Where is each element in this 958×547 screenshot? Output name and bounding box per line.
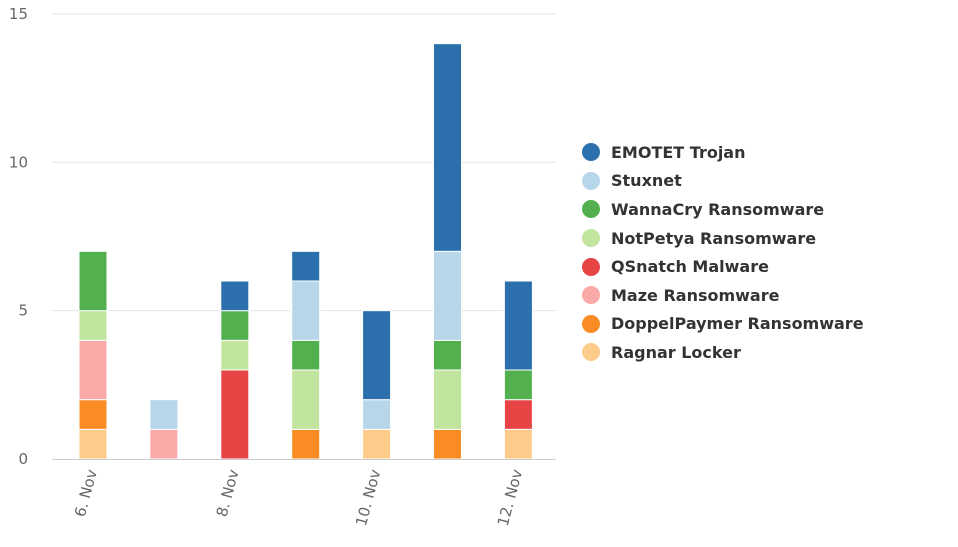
bar-segment-stuxnet[interactable] xyxy=(362,399,392,430)
bar-segment-ragnar-locker[interactable] xyxy=(362,428,392,460)
bar-segment-ragnar-locker[interactable] xyxy=(78,428,108,460)
bar-segment-stuxnet[interactable] xyxy=(433,250,462,341)
bar-segment-qsnatch-malware[interactable] xyxy=(220,369,250,460)
legend-label: Maze Ransomware xyxy=(611,285,780,305)
bar-segment-doppelpaymer-ransomware[interactable] xyxy=(433,428,462,460)
bar-segment-emotet-trojan[interactable] xyxy=(503,280,533,371)
y-tick-label: 10 xyxy=(9,153,28,171)
legend-item[interactable]: EMOTET Trojan xyxy=(582,138,864,167)
y-tick-label: 0 xyxy=(18,450,28,468)
bar-segment-wannacry-ransomware[interactable] xyxy=(220,310,250,341)
legend-marker xyxy=(582,257,600,276)
legend-label: WannaCry Ransomware xyxy=(611,199,825,219)
legend-marker xyxy=(582,200,600,219)
x-tick-label: 12. Nov xyxy=(494,467,526,528)
legend-item[interactable]: Ragnar Locker xyxy=(582,338,864,367)
bar-segment-stuxnet[interactable] xyxy=(291,280,321,341)
x-tick-label: 6. Nov xyxy=(71,467,101,518)
bar-segment-qsnatch-malware[interactable] xyxy=(503,399,533,430)
bar-segment-notpetya-ransomware[interactable] xyxy=(433,369,462,430)
legend-label: QSnatch Malware xyxy=(611,257,769,277)
legend-label: Ragnar Locker xyxy=(611,342,741,362)
legend-item[interactable]: Stuxnet xyxy=(582,167,864,196)
legend-item[interactable]: Maze Ransomware xyxy=(582,281,864,310)
legend-item[interactable]: WannaCry Ransomware xyxy=(582,195,864,224)
legend-item[interactable]: NotPetya Ransomware xyxy=(582,224,864,253)
y-axis-ticks: 0 5 10 15 xyxy=(9,5,28,468)
bar-segment-wannacry-ransomware[interactable] xyxy=(78,250,108,312)
legend-label: NotPetya Ransomware xyxy=(611,228,817,248)
bar-segment-wannacry-ransomware[interactable] xyxy=(503,369,533,401)
legend-marker xyxy=(582,286,600,305)
bar-segment-emotet-trojan[interactable] xyxy=(291,250,321,282)
bar-segment-wannacry-ransomware[interactable] xyxy=(291,339,321,371)
bar-segment-emotet-trojan[interactable] xyxy=(362,310,392,401)
bar-segment-notpetya-ransomware[interactable] xyxy=(220,339,250,371)
bar-segment-doppelpaymer-ransomware[interactable] xyxy=(291,428,321,460)
x-tick-label: 10. Nov xyxy=(352,467,384,528)
legend-marker xyxy=(582,314,600,333)
legend-marker xyxy=(582,229,600,248)
bar-segment-doppelpaymer-ransomware[interactable] xyxy=(78,399,108,430)
legend: EMOTET Trojan Stuxnet WannaCry Ransomware N… xyxy=(582,138,864,367)
legend-marker xyxy=(582,143,600,162)
bar-segment-maze-ransomware[interactable] xyxy=(78,339,108,401)
bar-segment-notpetya-ransomware[interactable] xyxy=(291,369,321,430)
x-tick-label: 8. Nov xyxy=(213,467,243,518)
legend-item[interactable]: QSnatch Malware xyxy=(582,252,864,281)
legend-marker xyxy=(582,343,600,362)
bar-segment-emotet-trojan[interactable] xyxy=(220,280,250,312)
bar-segment-maze-ransomware[interactable] xyxy=(149,428,179,460)
bar-segment-wannacry-ransomware[interactable] xyxy=(433,339,462,371)
legend-label: EMOTET Trojan xyxy=(611,142,746,162)
bar-segment-emotet-trojan[interactable] xyxy=(433,43,462,252)
bar-segment-stuxnet[interactable] xyxy=(149,399,179,430)
bar-segment-notpetya-ransomware[interactable] xyxy=(78,310,108,341)
x-axis-ticks: 6. Nov 8. Nov 10. Nov 12. Nov xyxy=(71,467,526,528)
bar-segment-ragnar-locker[interactable] xyxy=(503,428,533,460)
y-tick-label: 15 xyxy=(9,5,28,23)
legend-item[interactable]: DoppelPaymer Ransomware xyxy=(582,310,864,339)
bars xyxy=(78,43,533,460)
y-tick-label: 5 xyxy=(18,302,28,320)
legend-marker xyxy=(582,171,600,190)
legend-label: DoppelPaymer Ransomware xyxy=(611,314,864,334)
legend-label: Stuxnet xyxy=(611,171,682,191)
